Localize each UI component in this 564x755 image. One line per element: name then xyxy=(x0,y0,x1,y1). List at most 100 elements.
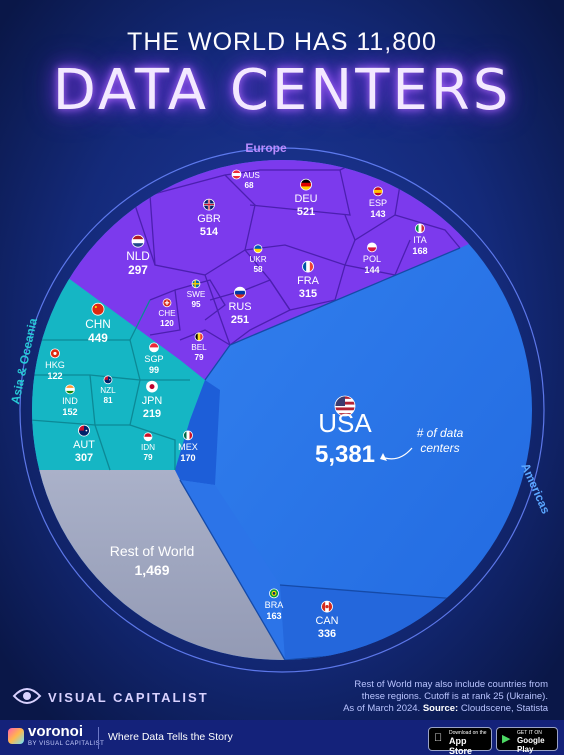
title-top: THE WORLD HAS 11,800 xyxy=(127,28,437,56)
source-text: Cloudscene, Statista xyxy=(460,703,548,714)
austria-flag-icon xyxy=(231,169,242,180)
app-store-button[interactable]:  Download on the App Store xyxy=(428,727,492,755)
country-value-deu: 521 xyxy=(297,206,315,218)
rest-of-world-value: 1,469 xyxy=(134,562,169,578)
google-play-button[interactable]: ▶ GET IT ON Google Play xyxy=(496,727,558,754)
country-code-che: CHE xyxy=(158,309,176,318)
footnote-line1: Rest of World may also include countries… xyxy=(354,679,548,690)
spain-flag-icon xyxy=(373,186,383,197)
region-europe xyxy=(32,160,532,380)
country-code-nzl: NZL xyxy=(100,386,116,395)
hong-kong-flag-icon xyxy=(50,348,60,359)
belgium-flag-icon xyxy=(194,332,204,342)
footnote-line3-wrap: As of March 2024. Source: Cloudscene, St… xyxy=(308,703,548,715)
country-value-aut: 307 xyxy=(75,452,93,464)
country-code-bel: BEL xyxy=(191,343,207,352)
country-code-usa: USA xyxy=(318,408,372,438)
poland-flag-icon xyxy=(367,242,377,253)
country-code-ukr: UKR xyxy=(249,255,266,264)
voronoi-name[interactable]: voronoi xyxy=(28,723,83,740)
country-value-usa: 5,381 xyxy=(315,441,375,468)
country-value-ukr: 58 xyxy=(253,265,263,274)
visual-capitalist-logo xyxy=(12,688,42,704)
country-value-hkg: 122 xyxy=(47,371,62,381)
asia-borders xyxy=(32,299,190,471)
country-code-sgp: SGP xyxy=(144,354,163,364)
google-play-top: GET IT ON xyxy=(517,730,542,736)
country-value-esp: 143 xyxy=(370,209,385,219)
ukraine-flag-icon xyxy=(253,244,263,254)
footer-tagline: Where Data Tells the Story xyxy=(108,731,233,743)
annotation-line2: centers xyxy=(420,441,459,455)
japan-flag-icon xyxy=(146,380,158,393)
country-value-ind: 152 xyxy=(62,407,77,417)
country-code-aut: AUT xyxy=(73,439,95,451)
country-value-nld: 297 xyxy=(128,263,148,277)
usa-flag-icon xyxy=(334,395,356,417)
google-play-label: Google Play xyxy=(517,736,545,754)
cell-mex xyxy=(175,380,220,485)
country-value-idn: 79 xyxy=(143,453,153,462)
country-value-chn: 449 xyxy=(88,331,108,345)
footnote-line3: As of March 2024. xyxy=(343,703,421,714)
country-code-bra: BRA xyxy=(265,600,285,610)
region-label-americas: Americas xyxy=(518,461,553,516)
rest-of-world-label: Rest of World xyxy=(110,543,195,559)
mexico-flag-icon xyxy=(183,430,193,441)
source-label: Source: xyxy=(422,703,459,714)
country-value-sgp: 99 xyxy=(149,365,159,375)
voronoi-sub: BY VISUAL CAPITALIST xyxy=(28,741,105,747)
app-store-top: Download on the xyxy=(449,730,487,736)
germany-flag-icon xyxy=(300,178,312,191)
country-value-pol: 144 xyxy=(364,265,380,275)
indonesia-flag-icon xyxy=(143,432,153,442)
footer-divider xyxy=(98,727,99,749)
australia-flag-icon xyxy=(78,424,90,437)
country-value-can: 336 xyxy=(318,628,336,640)
country-code-rus: RUS xyxy=(229,301,252,313)
russia-flag-icon xyxy=(234,286,246,299)
country-code-gbr: GBR xyxy=(197,213,221,225)
country-value-bel: 79 xyxy=(194,353,204,362)
country-code-deu: DEU xyxy=(295,193,318,205)
country-code-ind: IND xyxy=(62,396,78,406)
sweden-flag-icon xyxy=(191,279,201,289)
voronoi-logo-icon[interactable] xyxy=(8,728,24,744)
europe-borders xyxy=(129,160,461,346)
country-value-gbr: 514 xyxy=(200,226,218,238)
country-code-idn: IDN xyxy=(141,443,155,452)
italy-flag-icon xyxy=(415,223,425,234)
country-code-pol: POL xyxy=(363,254,381,264)
app-store-label: App Store xyxy=(449,736,473,755)
country-value-fra: 315 xyxy=(299,288,317,300)
country-value-aus: 68 xyxy=(244,181,254,190)
country-code-nld: NLD xyxy=(126,249,150,263)
country-code-mex: MEX xyxy=(178,442,198,452)
new-zealand-flag-icon xyxy=(103,375,113,385)
country-code-chn: CHN xyxy=(85,317,111,331)
apple-icon:  xyxy=(434,732,442,744)
country-value-che: 120 xyxy=(160,319,174,328)
region-label-europe: Europe xyxy=(245,141,287,155)
india-flag-icon xyxy=(65,384,75,395)
country-value-swe: 95 xyxy=(191,300,201,309)
country-value-jpn: 219 xyxy=(143,408,161,420)
footnote-line2: these regions. Cutoff is at rank 25 (Ukr… xyxy=(361,691,548,702)
annotation-arrow xyxy=(384,447,413,460)
singapore-flag-icon xyxy=(149,342,159,353)
brand-name: VISUAL CAPITALIST xyxy=(48,690,209,705)
netherlands-flag-icon xyxy=(131,234,145,248)
